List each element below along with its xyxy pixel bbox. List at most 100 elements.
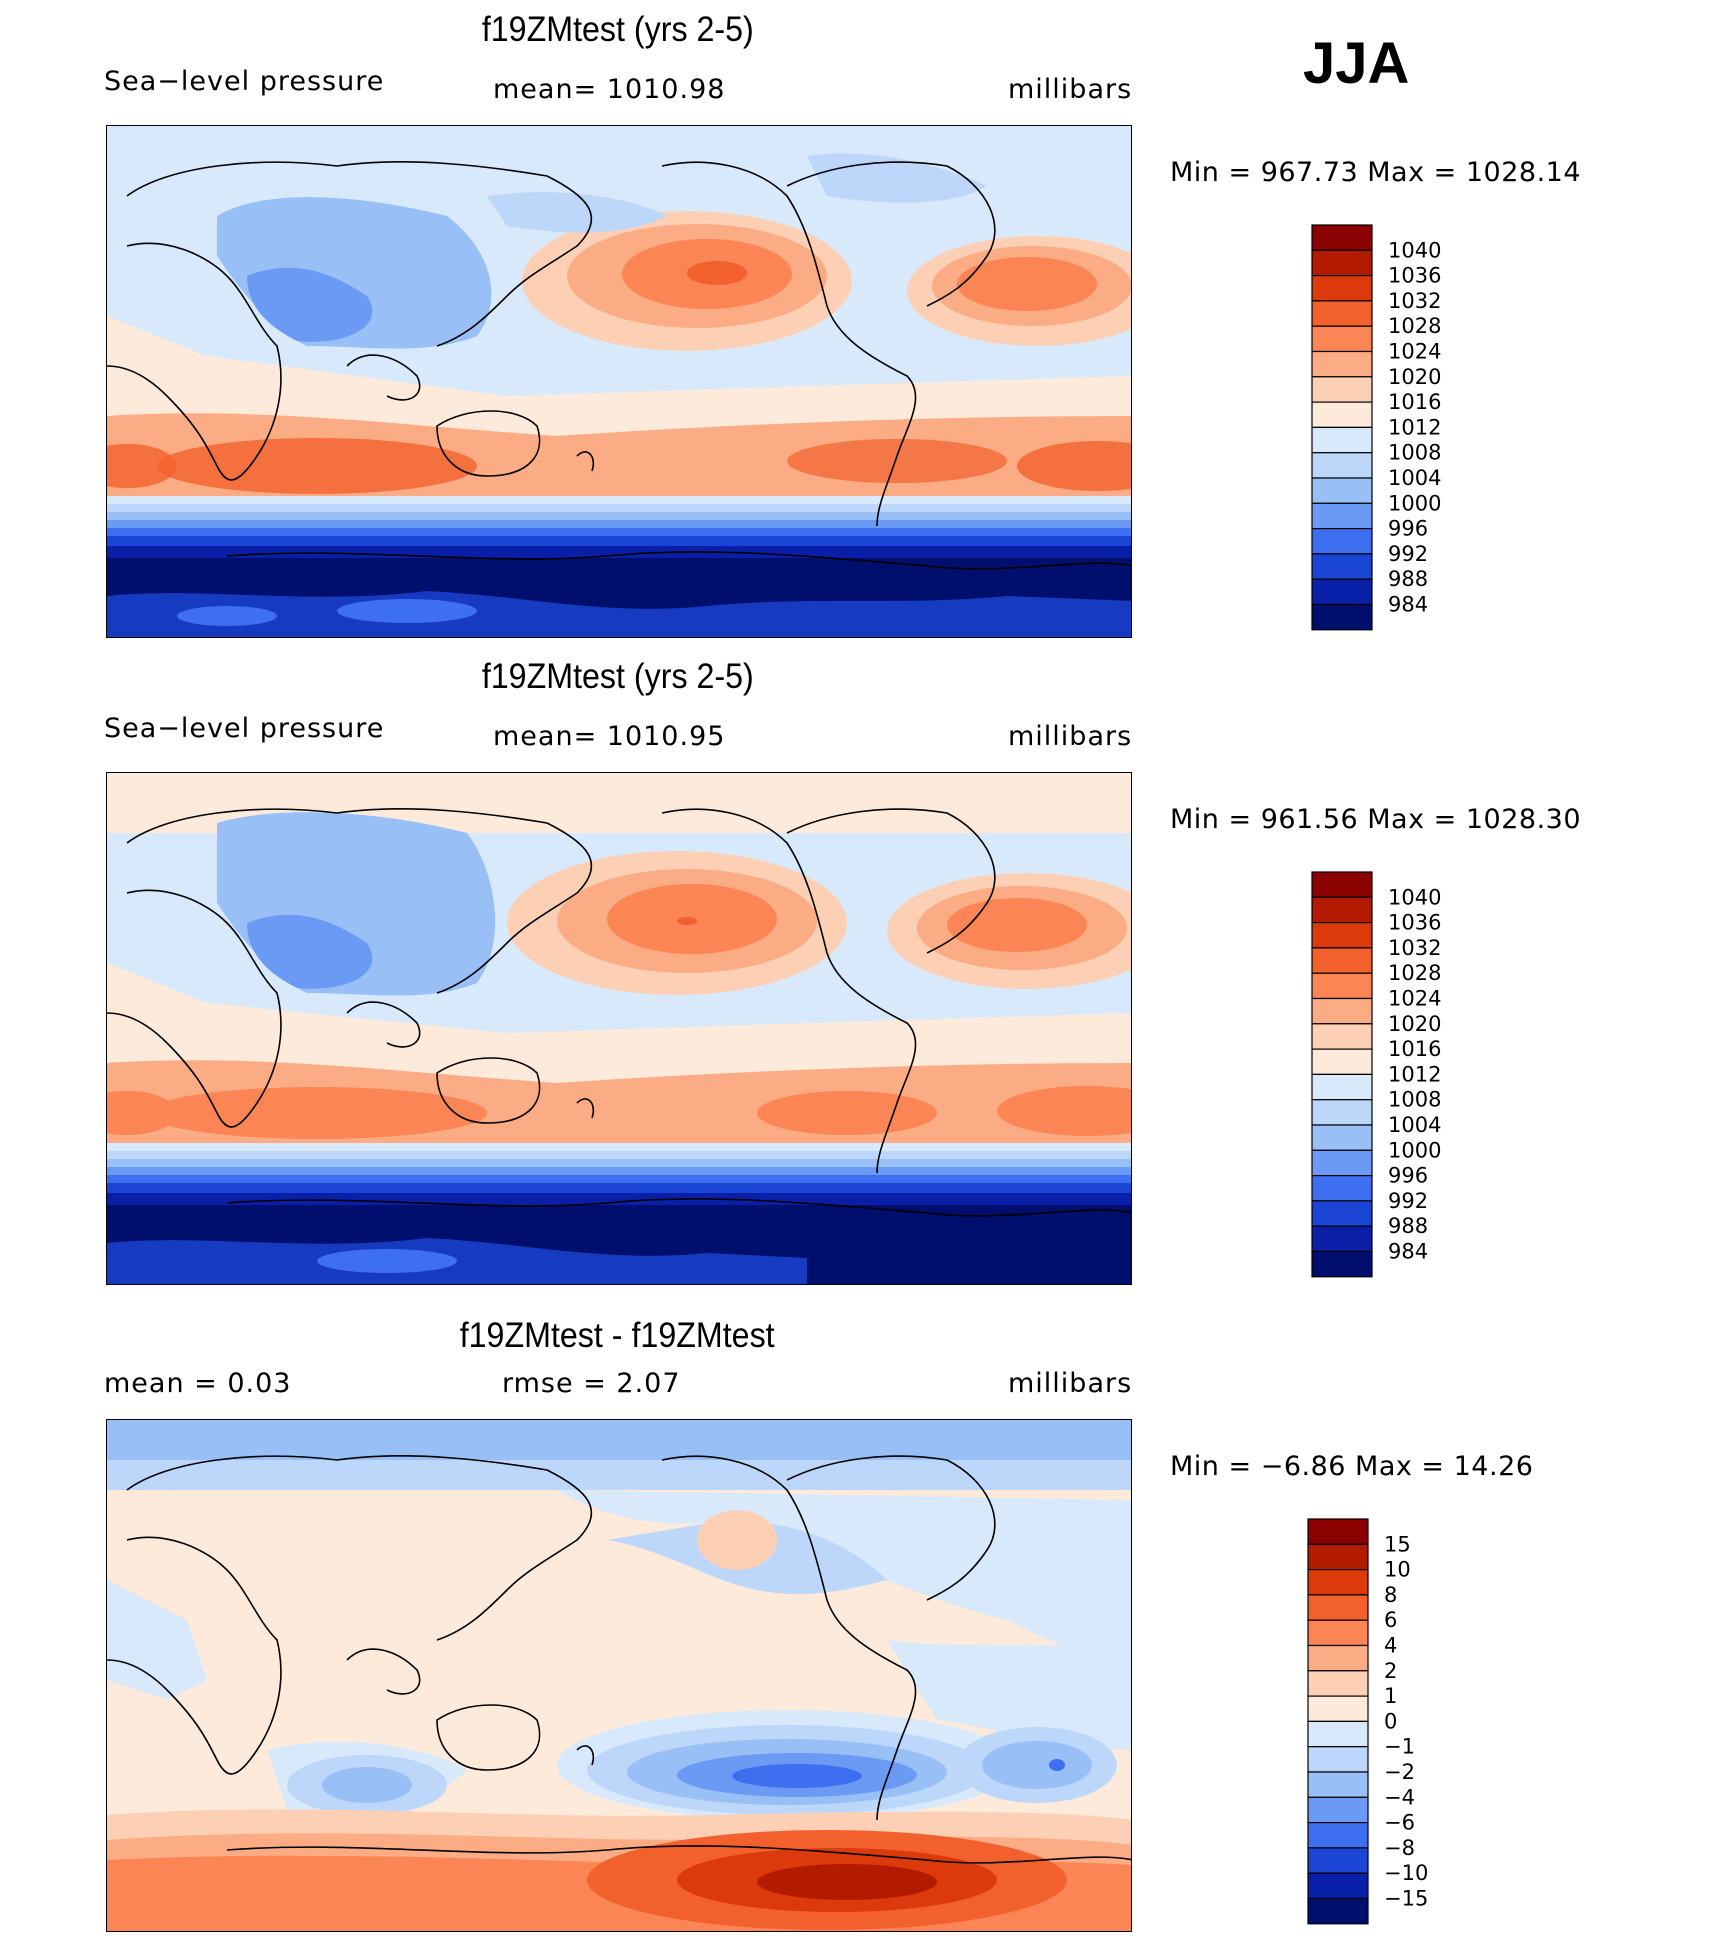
colorbar-swatch	[1311, 376, 1373, 403]
colorbar-swatch	[1311, 274, 1373, 302]
colorbar-tick-label: 1020	[1388, 1012, 1441, 1036]
colorbar-tick-label: 1024	[1388, 340, 1441, 364]
colorbar-tick-label: 992	[1388, 542, 1428, 566]
colorbar-swatch	[1311, 452, 1373, 479]
colorbar-tick-label: 984	[1388, 593, 1428, 617]
colorbar-swatch	[1311, 1225, 1373, 1253]
colorbar-swatch	[1311, 1099, 1373, 1126]
colorbar-tick-label: 4	[1384, 1634, 1397, 1658]
colorbar-swatch	[1307, 1670, 1369, 1697]
colorbar-swatch	[1307, 1771, 1369, 1798]
colorbar-swatch	[1311, 477, 1373, 504]
colorbar-tick-label: 1016	[1388, 390, 1441, 414]
colorbar-tick-label: 1028	[1388, 961, 1441, 985]
panel-3-map	[106, 1419, 1132, 1932]
colorbar-swatch	[1311, 1250, 1373, 1278]
colorbar-swatch	[1311, 1200, 1373, 1227]
panel-3-mean-label: mean = 0.03	[104, 1368, 292, 1399]
panel-3-title: f19ZMtest - f19ZMtest	[459, 1316, 775, 1355]
colorbar-tick-label: 1	[1384, 1684, 1397, 1708]
colorbar-swatch	[1311, 224, 1373, 251]
panel-3-minmax: Min = −6.86 Max = 14.26	[1170, 1451, 1534, 1482]
colorbar-tick-label: −8	[1384, 1836, 1415, 1860]
colorbar-tick-label: 8	[1384, 1583, 1397, 1607]
colorbar-tick-label: 10	[1384, 1558, 1411, 1582]
colorbar-tick-label: 1016	[1388, 1037, 1441, 1061]
colorbar-swatch	[1311, 300, 1373, 327]
colorbar-swatch	[1307, 1568, 1369, 1596]
colorbar-swatch	[1311, 502, 1373, 530]
colorbar-tick-label: 996	[1388, 517, 1428, 541]
colorbar-tick-label: 1036	[1388, 911, 1441, 935]
panel-2-variable-label: Sea−level pressure	[104, 713, 385, 744]
panel-1-variable-label: Sea−level pressure	[104, 66, 385, 97]
colorbar-swatch	[1311, 972, 1373, 1000]
colorbar-tick-label: −6	[1384, 1811, 1415, 1835]
panel-2-mean-label: mean= 1010.95	[493, 721, 726, 752]
colorbar-tick-label: 1020	[1388, 365, 1441, 389]
colorbar-tick-label: 1000	[1388, 1138, 1441, 1162]
colorbar-swatch	[1311, 578, 1373, 606]
colorbar-tick-label: 1000	[1388, 491, 1441, 515]
colorbar-swatch	[1307, 1543, 1369, 1571]
colorbar-swatch	[1311, 249, 1373, 277]
panel-2-title: f19ZMtest (yrs 2-5)	[481, 657, 754, 696]
colorbar-swatch	[1311, 896, 1373, 924]
colorbar-tick-label: 6	[1384, 1608, 1397, 1632]
season-label: JJA	[1303, 31, 1410, 96]
colorbar-swatch	[1307, 1746, 1369, 1773]
panel-1-title: f19ZMtest (yrs 2-5)	[481, 10, 754, 49]
colorbar-swatch	[1311, 1048, 1373, 1076]
colorbar-swatch	[1311, 1149, 1373, 1177]
colorbar-swatch	[1307, 1897, 1369, 1925]
colorbar-swatch	[1307, 1619, 1369, 1647]
colorbar-tick-label: −4	[1384, 1785, 1415, 1809]
panel-1-mean-label: mean= 1010.98	[493, 74, 726, 105]
panel-2-map	[106, 772, 1132, 1285]
colorbar-tick-label: 1032	[1388, 936, 1441, 960]
colorbar-tick-label: 1004	[1388, 466, 1441, 490]
panel-3-rmse-label: rmse = 2.07	[502, 1368, 681, 1399]
colorbar-swatch	[1307, 1695, 1369, 1723]
colorbar-swatch	[1311, 921, 1373, 949]
panel-2-minmax: Min = 961.56 Max = 1028.30	[1170, 804, 1582, 835]
colorbar-tick-label: 1004	[1388, 1113, 1441, 1137]
colorbar-swatch	[1311, 603, 1373, 631]
colorbar-swatch	[1307, 1796, 1369, 1824]
panel-1-map	[106, 125, 1132, 638]
colorbar-swatch	[1311, 553, 1373, 580]
colorbar-tick-label: 1012	[1388, 1062, 1441, 1086]
colorbar-swatch	[1307, 1872, 1369, 1900]
panel-2-units-label: millibars	[1008, 721, 1133, 752]
colorbar-tick-label: 1024	[1388, 987, 1441, 1011]
colorbar-tick-label: 988	[1388, 1214, 1428, 1238]
colorbar-swatch	[1311, 325, 1373, 353]
colorbar-tick-label: 996	[1388, 1164, 1428, 1188]
colorbar-swatch	[1307, 1720, 1369, 1748]
colorbar-swatch	[1307, 1644, 1369, 1672]
colorbar-tick-label: 1040	[1388, 885, 1441, 909]
colorbar-swatch	[1311, 871, 1373, 898]
colorbar-swatch	[1311, 947, 1373, 974]
panel-1-minmax: Min = 967.73 Max = 1028.14	[1170, 157, 1582, 188]
colorbar-tick-label: 2	[1384, 1659, 1397, 1683]
colorbar-tick-label: −1	[1384, 1735, 1415, 1759]
colorbar-tick-label: 15	[1384, 1532, 1411, 1556]
colorbar-swatch	[1311, 1124, 1373, 1151]
colorbar-tick-label: 1012	[1388, 415, 1441, 439]
colorbar-tick-label: 992	[1388, 1189, 1428, 1213]
colorbar-swatch	[1311, 997, 1373, 1025]
colorbar-swatch	[1311, 1023, 1373, 1050]
colorbar-swatch	[1307, 1594, 1369, 1621]
colorbar-tick-label: 1032	[1388, 289, 1441, 313]
colorbar-swatch	[1311, 426, 1373, 454]
panel-2-colorbar: 1040103610321028102410201016101210081004…	[1311, 871, 1441, 1278]
colorbar-tick-label: 1040	[1388, 238, 1441, 262]
colorbar-tick-label: 988	[1388, 567, 1428, 591]
panel-1-colorbar: 1040103610321028102410201016101210081004…	[1311, 224, 1441, 631]
colorbar-swatch	[1311, 350, 1373, 378]
colorbar-swatch	[1311, 401, 1373, 429]
colorbar-swatch	[1307, 1847, 1369, 1874]
colorbar-swatch	[1311, 528, 1373, 555]
